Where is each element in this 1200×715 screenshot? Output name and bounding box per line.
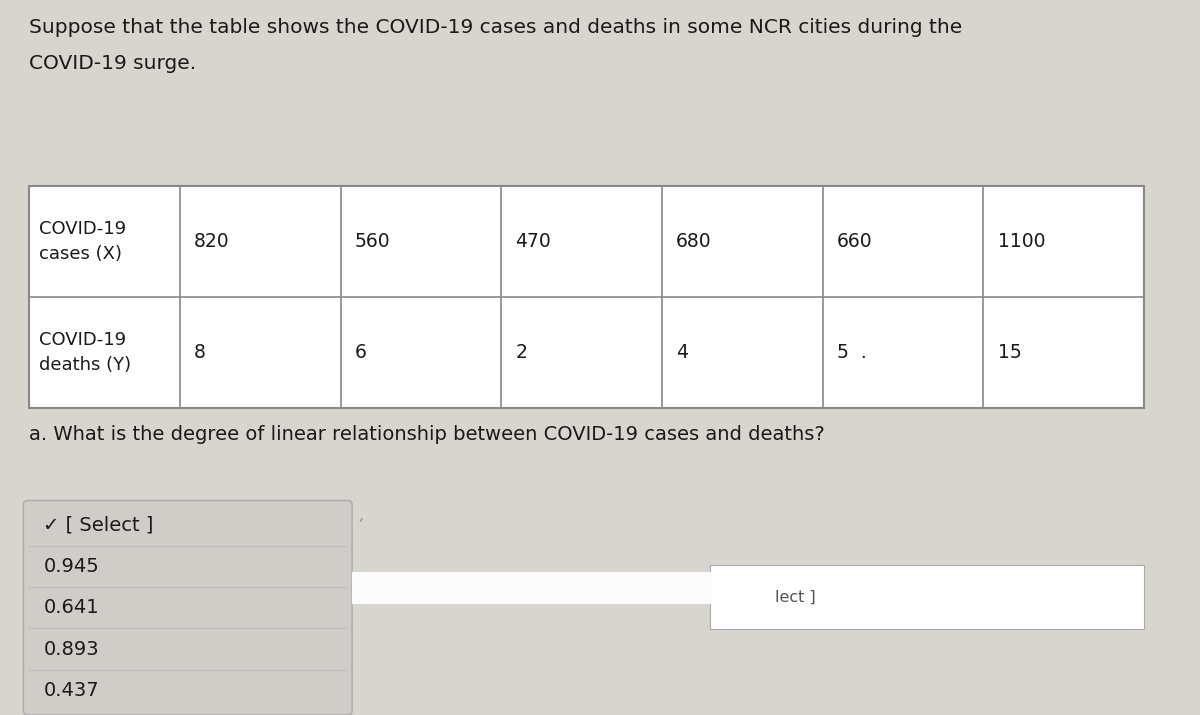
- Text: 560: 560: [355, 232, 390, 251]
- Text: 0.641: 0.641: [43, 598, 100, 617]
- Text: 0.945: 0.945: [43, 557, 100, 576]
- Text: 680: 680: [676, 232, 712, 251]
- Text: 470: 470: [515, 232, 551, 251]
- Text: ✓ [ Select ]: ✓ [ Select ]: [43, 516, 154, 534]
- Text: 6: 6: [355, 342, 366, 362]
- Text: 0.893: 0.893: [43, 640, 100, 659]
- Text: 4: 4: [676, 342, 688, 362]
- Text: 1100: 1100: [997, 232, 1045, 251]
- FancyBboxPatch shape: [710, 565, 1144, 629]
- Text: COVID-19
deaths (Y): COVID-19 deaths (Y): [38, 330, 131, 374]
- Bar: [352, 572, 739, 604]
- Text: COVID-19 surge.: COVID-19 surge.: [29, 54, 197, 73]
- Text: 2: 2: [515, 342, 527, 362]
- Text: Suppose that the table shows the COVID-19 cases and deaths in some NCR cities du: Suppose that the table shows the COVID-1…: [29, 18, 962, 37]
- Text: COVID-19
cases (X): COVID-19 cases (X): [38, 220, 126, 263]
- Text: 5  .: 5 .: [836, 342, 866, 362]
- Text: 8: 8: [194, 342, 205, 362]
- FancyBboxPatch shape: [24, 500, 352, 715]
- Text: lect ]: lect ]: [774, 590, 815, 604]
- Text: 15: 15: [997, 342, 1021, 362]
- FancyBboxPatch shape: [29, 186, 1144, 408]
- Text: ˈ: ˈ: [352, 518, 362, 532]
- Text: 820: 820: [194, 232, 229, 251]
- Text: 660: 660: [836, 232, 872, 251]
- Text: a. What is the degree of linear relationship between COVID-19 cases and deaths?: a. What is the degree of linear relation…: [29, 425, 826, 445]
- Text: 0.437: 0.437: [43, 681, 100, 700]
